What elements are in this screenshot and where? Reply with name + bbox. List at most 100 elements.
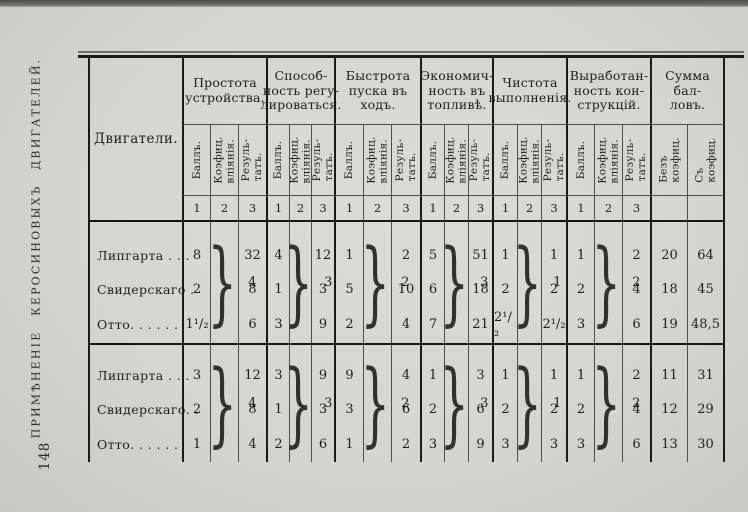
score-cell: 1 xyxy=(334,222,363,272)
subheader-score: Баллъ. xyxy=(182,125,210,196)
result-cell: 12 xyxy=(238,343,266,392)
sum-without-coef-cell: 11 xyxy=(650,343,687,392)
coef-brace-cell: 4 xyxy=(210,222,256,343)
index-cell: 1 xyxy=(420,196,444,222)
index-cell: 3 xyxy=(391,196,420,222)
subheader-result: Резуль- татъ. xyxy=(468,125,493,196)
result-cell: 2 xyxy=(391,222,420,272)
score-cell: 3 xyxy=(266,306,289,343)
score-cell: 2 xyxy=(420,392,444,426)
brace-glyph xyxy=(439,237,468,329)
score-cell: 1 xyxy=(566,222,594,272)
subheader-score-label: Баллъ. xyxy=(343,140,356,180)
page-number: 148 xyxy=(37,441,53,471)
group-title-cleanliness: Чистота выполненія. xyxy=(489,58,571,125)
coef-brace-cell: 2 xyxy=(594,222,640,343)
subheader-sum-without-label: Безъ коэфиц. xyxy=(657,137,682,183)
subheader-coef-label: Коэфиц. вліянія. xyxy=(212,136,237,184)
engines-comparison-table: Двигатели. Простота устройства. Способ- … xyxy=(88,58,725,462)
index-cell: 3 xyxy=(238,196,266,222)
coef-brace-cell: 3 xyxy=(444,222,488,343)
coefficient-value: 2 xyxy=(632,275,641,290)
coefficient-value: 1 xyxy=(553,275,562,290)
subheader-result: Резуль- татъ. xyxy=(238,125,266,196)
result-cell: 1 xyxy=(541,222,566,272)
score-cell: 1¹/₂ xyxy=(182,306,210,343)
index-cell: 1 xyxy=(492,196,517,222)
brace-glyph xyxy=(512,237,541,329)
result-cell: 6 xyxy=(311,426,334,462)
index-cell: 1 xyxy=(266,196,289,222)
result-cell: 3 xyxy=(311,272,334,306)
brace-glyph xyxy=(591,358,620,450)
engine-row-label: Отто. . . . . . xyxy=(88,426,182,462)
score-cell: 1 xyxy=(182,426,210,462)
table-top-rule-thin xyxy=(78,51,744,53)
score-cell: 2 xyxy=(492,272,517,306)
sum-with-coef-cell: 30 xyxy=(687,426,725,462)
coefficient-value: 4 xyxy=(248,275,257,290)
result-cell: 6 xyxy=(622,306,650,343)
score-cell: 5 xyxy=(334,272,363,306)
subheader-score: Баллъ. xyxy=(492,125,517,196)
subheader-result-label: Резуль- татъ. xyxy=(468,138,493,182)
result-cell: 3 xyxy=(311,392,334,426)
result-cell: 3 xyxy=(541,426,566,462)
result-cell: 32 xyxy=(238,222,266,272)
index-cell: 1 xyxy=(182,196,210,222)
subheader-result-label: Резуль- татъ. xyxy=(624,138,649,182)
subheader-result: Резуль- татъ. xyxy=(541,125,566,196)
coefficient-value: 4 xyxy=(248,396,257,411)
result-cell: 9 xyxy=(311,306,334,343)
group-title-total: Сумма бал- ловъ. xyxy=(650,58,725,125)
scan-top-edge xyxy=(0,0,748,7)
subheader-result-label: Резуль- татъ. xyxy=(310,138,335,182)
coefficient-value: 2 xyxy=(401,396,410,411)
coef-brace-cell: 1 xyxy=(517,222,561,343)
engine-row-label: Липгарта . . . xyxy=(88,222,190,272)
result-cell: 2¹/₂ xyxy=(541,306,566,343)
result-cell: 21 xyxy=(468,306,492,343)
brace-glyph xyxy=(360,358,389,450)
table-top-rule-thick xyxy=(78,54,744,58)
coefficient-value: 1 xyxy=(553,396,562,411)
sum-without-coef-cell: 13 xyxy=(650,426,687,462)
brace-glyph xyxy=(439,358,468,450)
subheader-result-label: Резуль- татъ. xyxy=(240,138,265,182)
subheader-coef-label: Коэфиц. вліянія. xyxy=(517,136,542,184)
coef-brace-cell: 3 xyxy=(289,343,332,462)
coef-brace-cell: 3 xyxy=(444,343,488,462)
coef-brace-cell: 2 xyxy=(360,343,409,462)
score-cell: 7 xyxy=(420,306,444,343)
subheader-result: Резуль- татъ. xyxy=(391,125,420,196)
subheader-result-label: Резуль- татъ. xyxy=(541,138,566,182)
score-cell: 4 xyxy=(266,222,289,272)
subheader-coef-label: Коэфиц. вліянія. xyxy=(288,136,313,184)
score-cell: 2¹/₂ xyxy=(492,306,517,343)
sum-without-coef-cell: 18 xyxy=(650,272,687,306)
result-cell: 1 xyxy=(541,343,566,392)
subheader-result: Резуль- татъ. xyxy=(310,125,335,196)
group-title-regulation: Способ- ность регу- лироваться. xyxy=(260,58,341,125)
result-cell: 51 xyxy=(468,222,492,272)
coef-brace-cell: 2 xyxy=(363,222,409,343)
subheader-score-label: Баллъ. xyxy=(426,140,439,180)
group-title-simplicity: Простота устройства. xyxy=(182,58,266,125)
coef-brace-cell: 2 xyxy=(591,343,640,462)
score-cell: 3 xyxy=(182,343,210,392)
subheader-sum-without-coef: Безъ коэфиц. xyxy=(650,125,687,196)
subheader-result: Резуль- татъ. xyxy=(622,125,650,196)
subheader-coef: Коэфиц. вліянія. xyxy=(517,125,542,196)
score-cell: 5 xyxy=(420,222,444,272)
index-cell-empty xyxy=(650,196,687,222)
subheader-score-label: Баллъ. xyxy=(190,140,203,180)
result-cell: 12 xyxy=(311,222,334,272)
score-cell: 8 xyxy=(182,222,210,272)
score-cell: 3 xyxy=(492,426,517,462)
brace-glyph xyxy=(207,358,236,450)
brace-glyph xyxy=(283,237,312,329)
score-cell: 1 xyxy=(492,222,517,272)
engine-row-label: Отто. . . . . . xyxy=(88,306,182,343)
score-cell: 2 xyxy=(334,306,363,343)
sum-without-coef-cell: 12 xyxy=(650,392,687,426)
